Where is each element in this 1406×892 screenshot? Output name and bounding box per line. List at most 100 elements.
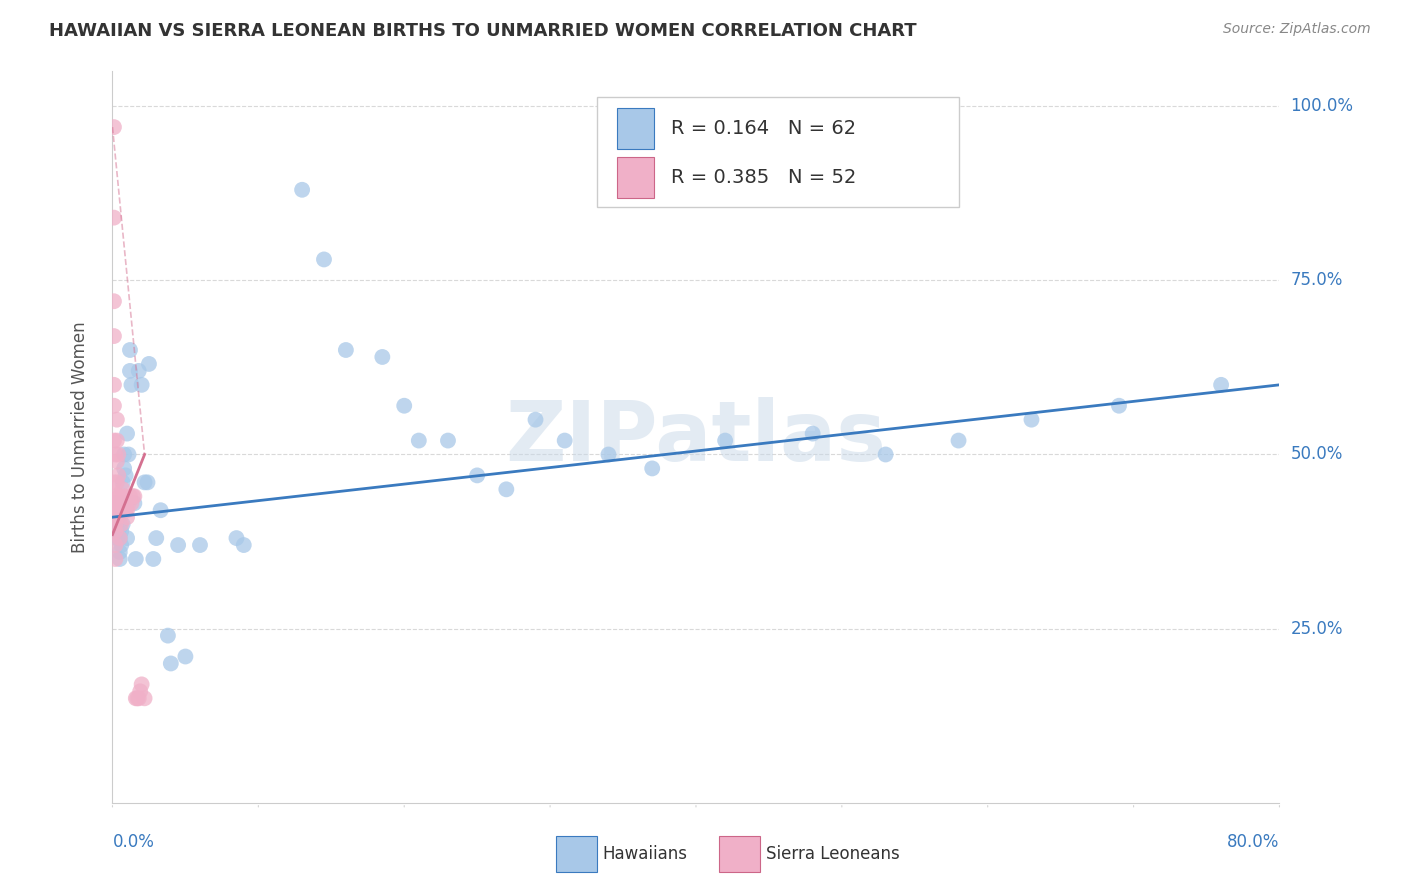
Point <box>801 426 824 441</box>
Point <box>291 183 314 197</box>
Point <box>107 503 129 517</box>
Point <box>437 434 460 448</box>
Point <box>465 468 488 483</box>
Point <box>107 524 129 538</box>
FancyBboxPatch shape <box>617 108 654 149</box>
Point <box>110 496 132 510</box>
Point <box>131 377 153 392</box>
Point <box>117 448 139 462</box>
Point <box>225 531 247 545</box>
Text: R = 0.164   N = 62: R = 0.164 N = 62 <box>672 119 856 138</box>
Point <box>108 517 131 532</box>
Point <box>875 448 897 462</box>
Point <box>174 649 197 664</box>
Point <box>115 510 138 524</box>
Point <box>112 448 135 462</box>
Point <box>104 517 127 532</box>
Point <box>105 434 128 448</box>
FancyBboxPatch shape <box>555 836 596 872</box>
Point <box>111 503 134 517</box>
Point <box>108 503 131 517</box>
Text: 100.0%: 100.0% <box>1291 97 1354 115</box>
Point <box>188 538 211 552</box>
Point <box>125 552 148 566</box>
Point <box>110 503 132 517</box>
Text: Sierra Leoneans: Sierra Leoneans <box>766 845 900 863</box>
Point <box>122 489 145 503</box>
Text: Hawaiians: Hawaiians <box>603 845 688 863</box>
Point <box>112 489 135 503</box>
Point <box>110 503 132 517</box>
Point <box>1209 377 1232 392</box>
Point <box>114 496 136 510</box>
Point <box>108 496 131 510</box>
Point <box>104 496 127 510</box>
Point <box>104 517 127 532</box>
Point <box>108 531 131 545</box>
Point <box>118 364 141 378</box>
Point <box>120 496 142 510</box>
Point <box>108 531 131 545</box>
Point <box>115 503 138 517</box>
Point <box>105 454 128 468</box>
Point <box>112 461 135 475</box>
Point <box>495 483 517 497</box>
Point <box>104 524 127 538</box>
Point <box>394 399 416 413</box>
Point <box>103 294 125 309</box>
Point <box>108 545 131 559</box>
Point <box>117 496 139 510</box>
Point <box>134 475 156 490</box>
Point <box>160 657 183 671</box>
Text: 0.0%: 0.0% <box>112 833 155 851</box>
Point <box>105 503 128 517</box>
Point <box>114 503 136 517</box>
Point <box>124 496 146 510</box>
Point <box>128 691 150 706</box>
Point <box>103 211 125 225</box>
FancyBboxPatch shape <box>720 836 761 872</box>
Point <box>104 552 127 566</box>
Point <box>1108 399 1130 413</box>
Point <box>115 426 138 441</box>
Point <box>114 468 136 483</box>
Text: ZIPatlas: ZIPatlas <box>506 397 886 477</box>
Point <box>134 691 156 706</box>
Point <box>103 329 125 343</box>
Y-axis label: Births to Unmarried Women: Births to Unmarried Women <box>70 321 89 553</box>
Point <box>111 496 134 510</box>
Point <box>142 552 165 566</box>
Point <box>104 448 127 462</box>
Point <box>107 468 129 483</box>
Point <box>312 252 335 267</box>
Point <box>107 448 129 462</box>
Point <box>128 364 150 378</box>
Point <box>145 531 167 545</box>
Text: HAWAIIAN VS SIERRA LEONEAN BIRTHS TO UNMARRIED WOMEN CORRELATION CHART: HAWAIIAN VS SIERRA LEONEAN BIRTHS TO UNM… <box>49 22 917 40</box>
Point <box>232 538 254 552</box>
Point <box>524 412 547 426</box>
Point <box>124 489 146 503</box>
Text: Source: ZipAtlas.com: Source: ZipAtlas.com <box>1223 22 1371 37</box>
Point <box>138 357 160 371</box>
Point <box>118 343 141 357</box>
Point <box>641 461 664 475</box>
Point <box>103 120 125 134</box>
Point <box>120 377 142 392</box>
Point <box>131 677 153 691</box>
Point <box>108 489 131 503</box>
Point <box>104 496 127 510</box>
Point <box>554 434 576 448</box>
Point <box>714 434 737 448</box>
FancyBboxPatch shape <box>596 97 959 207</box>
Point <box>110 538 132 552</box>
Point <box>335 343 357 357</box>
Point <box>105 496 128 510</box>
Point <box>105 531 128 545</box>
Point <box>103 475 125 490</box>
Point <box>1021 412 1043 426</box>
Point <box>948 434 970 448</box>
Text: R = 0.385   N = 52: R = 0.385 N = 52 <box>672 168 856 187</box>
Point <box>167 538 190 552</box>
Point <box>129 684 152 698</box>
